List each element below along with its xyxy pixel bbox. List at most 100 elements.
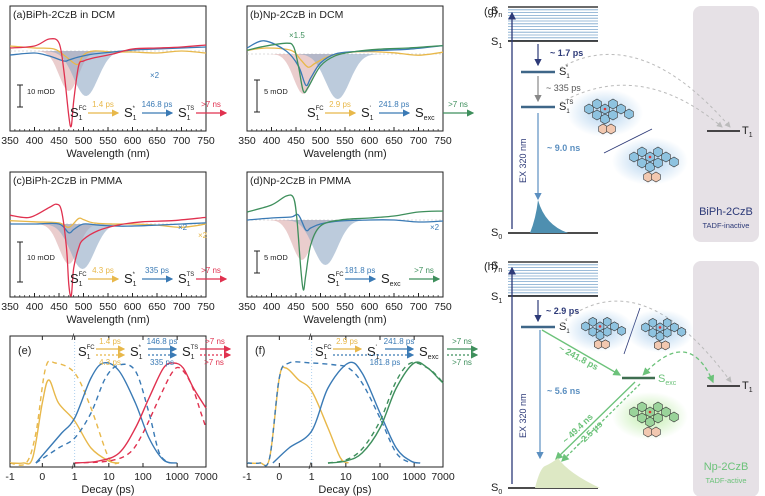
x-tick-label: 100: [371, 471, 389, 483]
level-subscript: 0: [498, 489, 502, 496]
molecule-ring: [641, 322, 650, 333]
boron-atom: [603, 107, 607, 111]
x-tick-label: 700: [410, 301, 428, 313]
state-subscript: 1: [376, 354, 380, 361]
decay-red-dashed: [74, 366, 207, 464]
state-superscript: FC: [324, 345, 333, 351]
molecule-ring: [584, 103, 594, 115]
x-tick-label: 600: [124, 301, 142, 313]
panel-title: (c)BiPh-2CzB in PMMA: [13, 175, 122, 187]
x-tick-label: 450: [287, 301, 305, 313]
state-superscript: TS: [187, 272, 195, 278]
molecule-ring: [616, 103, 626, 115]
rate-label: ~ 5.6 ns: [547, 386, 580, 396]
x-axis-label: Wavelength (nm): [66, 314, 149, 326]
decay-blue: [35, 362, 178, 464]
level-subscript: 0: [498, 234, 502, 241]
x-tick-label: 0: [39, 471, 45, 483]
x-tick-label: 650: [385, 301, 403, 313]
molecule-ring: [643, 426, 653, 438]
absorption-fill: [10, 224, 206, 264]
state-subscript: 1: [191, 354, 195, 361]
axis-break-mark: /: [309, 332, 312, 342]
state-superscript: FC: [79, 106, 88, 112]
molecule-ring: [662, 318, 672, 328]
molecule-ring: [670, 322, 679, 333]
emission-spectrum: [535, 458, 600, 488]
molecule-ring: [643, 171, 653, 183]
molecule-ring: [651, 171, 661, 183]
axis-break-mark: /: [72, 461, 75, 471]
molecule-ring: [592, 109, 602, 121]
x-tick-label: 1: [309, 471, 315, 483]
x-tick-label: 350: [1, 135, 19, 147]
x-axis-label: Wavelength (nm): [66, 148, 149, 160]
state-label: S1FC: [307, 105, 324, 122]
molecule-ring: [581, 321, 590, 332]
emission-fill: [247, 54, 443, 99]
decay-yellow: [9, 379, 120, 465]
state-label: Sexc: [415, 105, 435, 122]
molecule-ring: [661, 406, 671, 418]
level-subscript: 1: [498, 298, 502, 305]
molecule-ring: [593, 339, 603, 350]
molecule-ring: [661, 340, 670, 351]
molecule-ring: [629, 406, 639, 418]
state-subscript: 1: [187, 281, 191, 288]
molecule-ring: [655, 331, 665, 342]
molecule-ring: [610, 321, 619, 332]
x-tick-label: 650: [385, 135, 403, 147]
state-superscript: TS: [191, 345, 199, 351]
x-tick-label: 450: [50, 301, 68, 313]
state-superscript: FC: [87, 345, 96, 351]
molecule-ring: [629, 151, 639, 163]
decay-blue: [272, 361, 421, 464]
rate-label-dashed: 335 ps: [150, 358, 174, 367]
state-label: S1FC: [70, 105, 87, 122]
rate-label: >7 ns: [448, 100, 468, 109]
scale-bar-label: 10 mOD: [27, 253, 56, 262]
molecule-ring: [677, 327, 686, 337]
x-tick-label: 550: [336, 135, 354, 147]
state-label: S1FC: [315, 344, 332, 361]
molecule-ring: [598, 123, 608, 135]
x-tick-label: 1000: [165, 471, 189, 483]
scale-bar-label: 5 mOD: [264, 253, 288, 262]
excitation-label: EX 320 nm: [518, 138, 528, 183]
energy-diagram-g: BiPh-2CzB TADF-inactive (g)Sn S1 S0 EX 320 nm…: [484, 5, 759, 242]
molecule-ring: [602, 326, 612, 337]
state-subscript: 1: [324, 354, 328, 361]
x-tick-label: 500: [312, 301, 330, 313]
level-superscript: ': [566, 320, 567, 326]
x-tick-label: 550: [99, 135, 117, 147]
s0-label: S0: [491, 482, 502, 496]
energy-diagram-h: Np-2CzB TADF-active (h)Sn S1 S0 EX 320 nm T1 ~ …: [484, 260, 759, 496]
state-label: Sexc: [419, 344, 439, 361]
multiplier-annotation: ×2: [198, 231, 208, 240]
panel-label: (f): [255, 345, 265, 357]
multiplier-annotation: ×2: [430, 223, 440, 232]
rate-label: 181.8 ps: [345, 266, 376, 275]
state-label: S1': [361, 105, 374, 122]
panel-label: (g): [484, 6, 497, 18]
x-tick-label: 350: [238, 135, 256, 147]
series-red: [9, 37, 207, 128]
rate-label-solid: >7 ns: [205, 337, 225, 346]
molecule-ring: [637, 401, 647, 413]
state-subscript: exc: [424, 115, 435, 122]
isc-arrow: [559, 84, 723, 128]
scale-bar-label: 5 mOD: [264, 87, 288, 96]
x-tick-label: 650: [148, 135, 166, 147]
molecule-ring: [651, 426, 661, 438]
level-subscript: n: [498, 12, 502, 19]
series-blue: [246, 40, 444, 87]
x-axis-label: Wavelength (nm): [303, 148, 386, 160]
rate-label: >7 ns: [414, 266, 434, 275]
panel-e: -1 0 1 10 100 1000 7000//Decay (ps)(e) S1FC1.4 …: [5, 332, 232, 496]
emission-spectrum: [530, 200, 568, 233]
rate-label: 1.4 ps: [92, 100, 114, 109]
state-superscript: *: [133, 272, 136, 278]
molecule-ring: [669, 156, 679, 168]
molecule-ring: [661, 151, 671, 163]
